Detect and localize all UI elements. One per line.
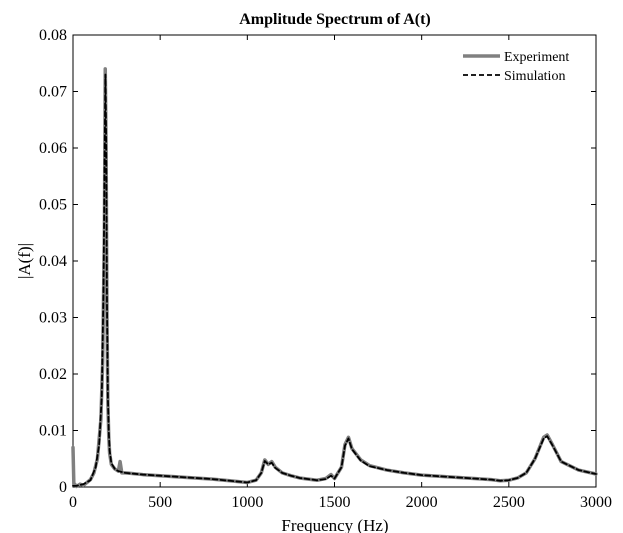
x-axis-label: Frequency (Hz)	[281, 516, 388, 533]
legend: Experiment Simulation	[463, 50, 569, 84]
plot-area	[72, 34, 597, 488]
y-tick-label: 0.01	[39, 423, 67, 440]
y-tick-label: 0.04	[39, 253, 67, 270]
y-tick-label: 0.06	[39, 140, 67, 157]
y-axis-label: |A(f)|	[15, 243, 34, 279]
x-tick-label: 2000	[406, 494, 438, 511]
y-tick-label: 0.08	[39, 27, 67, 44]
chart-title: Amplitude Spectrum of A(t)	[239, 11, 431, 28]
legend-label-experiment: Experiment	[504, 50, 569, 65]
series-line-simulation	[72, 73, 597, 487]
y-axis: 0 0.01 0.02 0.03 0.04 0.05 0.06 0.07 0.08	[39, 27, 596, 496]
series-layer	[71, 67, 598, 489]
x-tick-label: 1000	[231, 494, 263, 511]
y-tick-label: 0.02	[39, 366, 67, 383]
y-tick-label: 0	[59, 479, 67, 496]
y-tick-label: 0.03	[39, 310, 67, 327]
y-tick-label: 0.07	[39, 84, 67, 101]
x-tick-label: 500	[148, 494, 172, 511]
x-tick-label: 3000	[580, 494, 612, 511]
x-axis: 0 500 1000 1500 2000 2500 3000	[69, 35, 612, 511]
x-tick-label: 0	[69, 494, 77, 511]
x-tick-label: 2500	[493, 494, 525, 511]
legend-label-simulation: Simulation	[504, 69, 565, 84]
y-tick-label: 0.05	[39, 197, 67, 214]
x-tick-label: 1500	[319, 494, 351, 511]
